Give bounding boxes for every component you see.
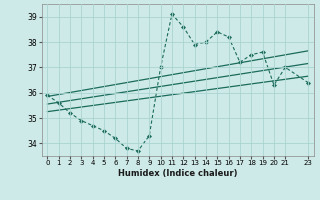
X-axis label: Humidex (Indice chaleur): Humidex (Indice chaleur) bbox=[118, 169, 237, 178]
